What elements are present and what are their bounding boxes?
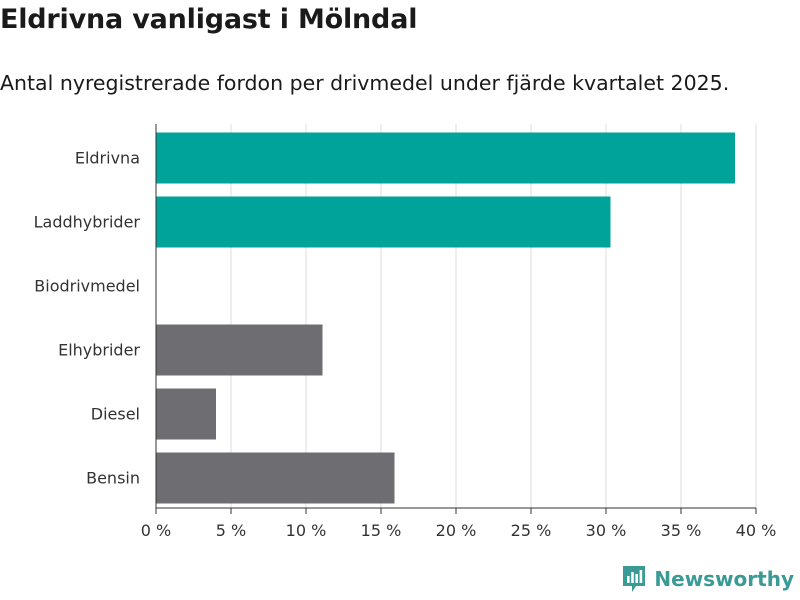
bar-elhybrider <box>156 324 323 376</box>
x-tick-label: 5 % <box>216 521 246 540</box>
category-label: Diesel <box>91 405 140 424</box>
x-tick-label: 35 % <box>661 521 702 540</box>
x-tick-label: 15 % <box>361 521 402 540</box>
category-label: Elhybrider <box>58 341 140 360</box>
bar-eldrivna <box>156 132 735 184</box>
x-tick-label: 30 % <box>586 521 627 540</box>
x-tick-label: 20 % <box>436 521 477 540</box>
bar-bensin <box>156 452 395 504</box>
newsworthy-logo: Newsworthy <box>621 564 794 594</box>
newsworthy-logo-icon <box>623 566 646 592</box>
chart-subtitle: Antal nyregistrerade fordon per drivmede… <box>0 71 730 95</box>
x-tick-label: 0 % <box>141 521 171 540</box>
category-label: Bensin <box>86 469 140 488</box>
category-label: Biodrivmedel <box>34 277 140 296</box>
x-tick-label: 10 % <box>286 521 327 540</box>
brand-name: Newsworthy <box>654 567 794 591</box>
x-tick-label: 25 % <box>511 521 552 540</box>
bar-laddhybrider <box>156 196 611 248</box>
chart-title: Eldrivna vanligast i Mölndal <box>0 4 418 35</box>
x-tick-label: 40 % <box>736 521 777 540</box>
category-label: Laddhybrider <box>34 213 141 232</box>
bar-diesel <box>156 388 216 440</box>
category-label: Eldrivna <box>75 149 140 168</box>
